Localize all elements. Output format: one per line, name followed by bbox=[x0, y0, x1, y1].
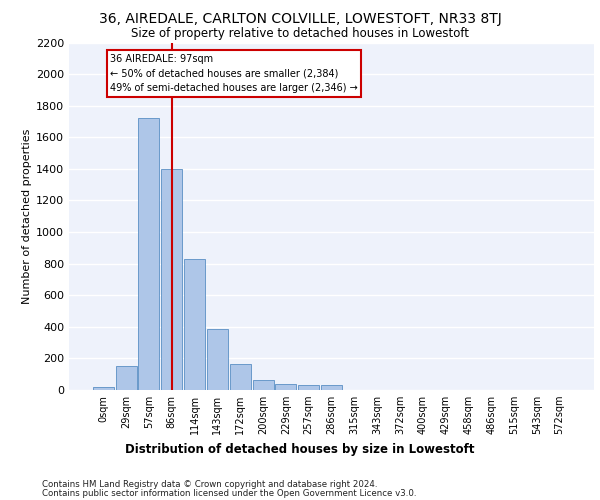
Text: Size of property relative to detached houses in Lowestoft: Size of property relative to detached ho… bbox=[131, 28, 469, 40]
Bar bbox=[253, 380, 274, 390]
Bar bbox=[161, 169, 182, 390]
Y-axis label: Number of detached properties: Number of detached properties bbox=[22, 128, 32, 304]
Bar bbox=[184, 259, 205, 390]
Bar bbox=[207, 329, 228, 390]
Bar bbox=[298, 386, 319, 390]
Bar bbox=[93, 387, 114, 390]
Bar bbox=[275, 384, 296, 390]
Text: Contains public sector information licensed under the Open Government Licence v3: Contains public sector information licen… bbox=[42, 488, 416, 498]
Bar bbox=[321, 386, 342, 390]
Text: 36, AIREDALE, CARLTON COLVILLE, LOWESTOFT, NR33 8TJ: 36, AIREDALE, CARLTON COLVILLE, LOWESTOF… bbox=[98, 12, 502, 26]
Text: 36 AIREDALE: 97sqm
← 50% of detached houses are smaller (2,384)
49% of semi-deta: 36 AIREDALE: 97sqm ← 50% of detached hou… bbox=[110, 54, 358, 93]
Text: Contains HM Land Registry data © Crown copyright and database right 2024.: Contains HM Land Registry data © Crown c… bbox=[42, 480, 377, 489]
Bar bbox=[230, 364, 251, 390]
Text: Distribution of detached houses by size in Lowestoft: Distribution of detached houses by size … bbox=[125, 444, 475, 456]
Bar bbox=[139, 118, 160, 390]
Bar bbox=[116, 366, 137, 390]
